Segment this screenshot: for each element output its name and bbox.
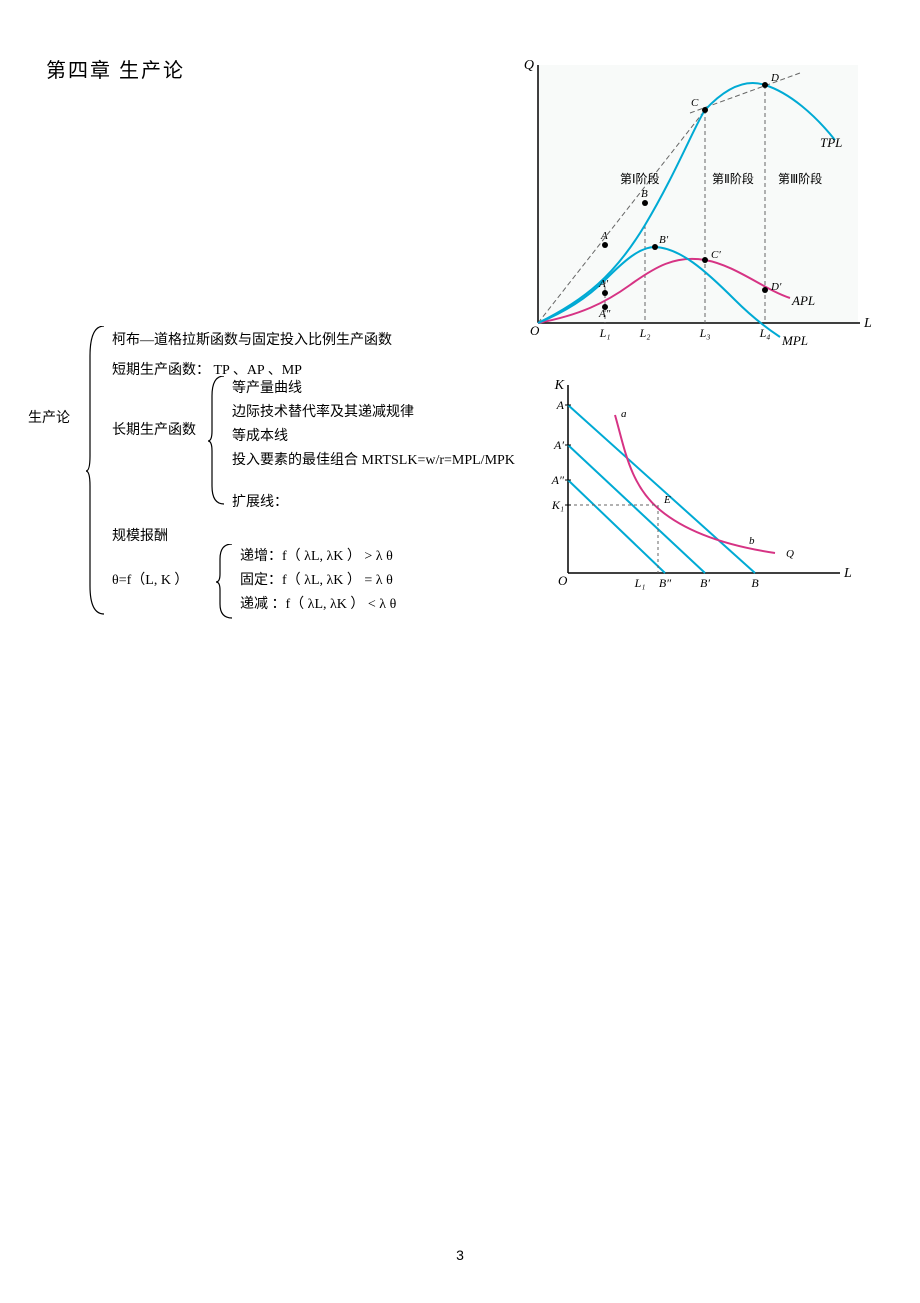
fig1-stage2: 第Ⅱ阶段 — [712, 171, 754, 186]
svg-text:A′: A′ — [598, 278, 609, 290]
fig2-isocosts — [568, 405, 755, 573]
root-label: 生产论 — [28, 408, 70, 429]
fig2-x-label: L — [843, 566, 852, 581]
page-number: 3 — [0, 1247, 920, 1263]
item-long-run: 长期生产函数 — [112, 420, 196, 441]
fig1-origin-label: O — [530, 323, 540, 338]
fig1-y-label: Q — [524, 58, 534, 73]
svg-text:D′: D′ — [770, 281, 782, 293]
item-cobb: 柯布—道格拉斯函数与固定投入比例生产函数 — [112, 330, 392, 351]
fig1-mp-label: MPL — [781, 333, 808, 348]
svg-text:L₂: L₂ — [639, 326, 651, 340]
svg-text:A: A — [556, 398, 565, 412]
fig1-x-label: L — [863, 316, 872, 331]
page-title: 第四章 生产论 — [46, 54, 185, 83]
svg-text:K₁: K₁ — [551, 498, 564, 512]
item-isoquant: 等产量曲线 — [232, 378, 302, 399]
svg-text:E: E — [663, 494, 671, 506]
svg-text:B″: B″ — [659, 576, 672, 590]
svg-text:a: a — [621, 408, 627, 420]
item-scale-const: 固定：f（ λL, λK ） = λ θ — [240, 570, 393, 591]
fig2-origin-label: O — [558, 573, 568, 588]
svg-text:B: B — [751, 576, 759, 590]
svg-text:Q: Q — [786, 548, 794, 560]
figure-isoquant: K L O a Eb Q A A′ A″ K₁ L₁ B″ B′ B — [530, 375, 870, 600]
svg-text:D: D — [770, 72, 779, 84]
longrun-bracket — [208, 376, 226, 506]
svg-text:L₄: L₄ — [759, 326, 771, 340]
svg-text:B′: B′ — [659, 234, 669, 246]
item-scale-inc: 递增：f（ λL, λK ） > λ θ — [240, 546, 393, 567]
svg-text:A″: A″ — [598, 308, 611, 320]
item-expansion: 扩展线： — [232, 492, 288, 513]
fig1-xticks: L₁ L₂ L₃ L₄ — [599, 326, 771, 340]
svg-text:B: B — [641, 188, 648, 200]
item-scale: 规模报酬 — [112, 526, 168, 547]
svg-text:L₁: L₁ — [634, 576, 646, 590]
svg-text:L₃: L₃ — [699, 326, 711, 340]
fig1-stage3: 第Ⅲ阶段 — [778, 171, 822, 186]
figure-tp-ap-mp: Q L O A B C D A′ B′ C′ D′ A″ TPL APL MPL 第Ⅰ阶段 第Ⅱ… — [490, 55, 890, 360]
fig1-ap-label: APL — [791, 293, 815, 308]
fig1-svg: Q L O A B C D A′ B′ C′ D′ A″ TPL APL MPL 第Ⅰ阶段 第Ⅱ… — [490, 55, 890, 355]
svg-text:A″: A″ — [551, 473, 565, 487]
svg-text:C′: C′ — [711, 249, 721, 261]
item-isocost: 等成本线 — [232, 426, 288, 447]
fig2-y-label: K — [554, 378, 565, 393]
item-theta-eq: θ=f（L, K ） — [112, 570, 188, 591]
item-mrts: 边际技术替代率及其递减规律 — [232, 402, 414, 423]
fig2-xlabels: L₁ B″ B′ B — [634, 576, 760, 590]
svg-text:A′: A′ — [553, 438, 564, 452]
svg-text:b: b — [749, 535, 755, 547]
root-bracket — [86, 326, 106, 616]
fig2-svg: K L O a Eb Q A A′ A″ K₁ L₁ B″ B′ B — [530, 375, 870, 595]
item-scale-dec: 递减 ：f（ λL, λK ） < λ θ — [240, 594, 396, 615]
item-best-combo: 投入要素的最佳组合 MRTSLK=w/r=MPL/MPK — [232, 450, 515, 471]
svg-text:A: A — [600, 230, 608, 242]
fig2-isoquant-curve — [615, 415, 775, 553]
fig1-stage1: 第Ⅰ阶段 — [620, 171, 660, 186]
fig1-tp-label: TPL — [820, 135, 842, 150]
scale-bracket — [216, 544, 234, 620]
svg-text:L₁: L₁ — [599, 326, 611, 340]
svg-text:B′: B′ — [700, 576, 710, 590]
svg-text:C: C — [691, 97, 699, 109]
